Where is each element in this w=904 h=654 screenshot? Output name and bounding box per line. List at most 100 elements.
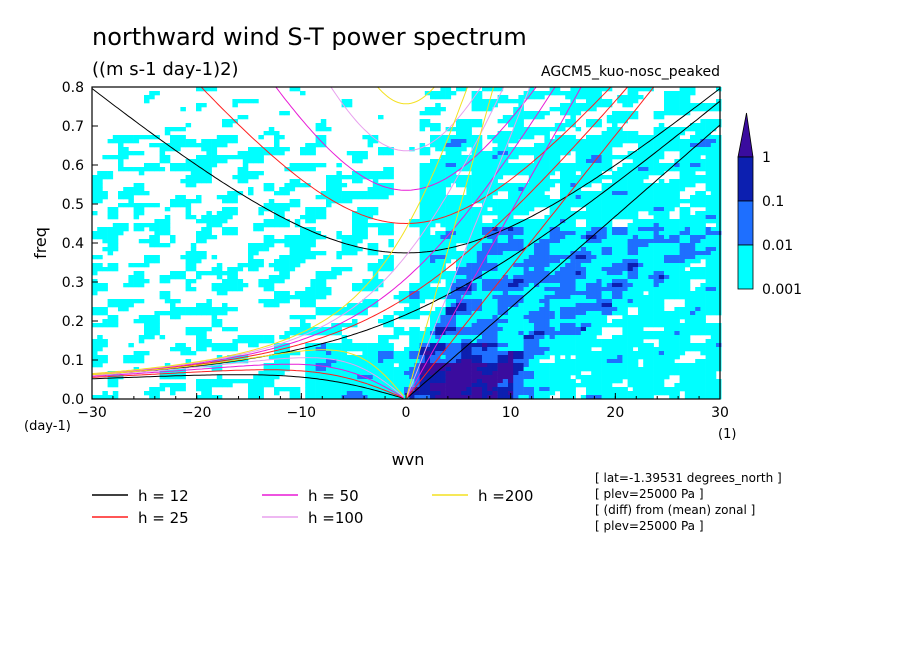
power-cell <box>409 315 415 320</box>
power-cell <box>664 207 670 212</box>
power-cell <box>336 355 342 360</box>
power-cell <box>180 163 186 168</box>
power-cell <box>554 287 561 292</box>
power-cell <box>653 235 660 240</box>
power-cell <box>554 219 561 224</box>
power-cell <box>617 363 623 368</box>
power-cell <box>242 159 249 164</box>
power-cell <box>232 307 238 312</box>
power-cell <box>435 139 441 144</box>
power-cell <box>591 295 597 300</box>
power-cell <box>315 215 322 220</box>
power-cell <box>523 327 530 332</box>
power-cell <box>632 199 639 204</box>
power-cell <box>528 315 535 320</box>
power-cell <box>648 203 654 208</box>
power-cell <box>554 211 561 216</box>
power-cell <box>669 235 675 240</box>
power-cell <box>310 343 316 348</box>
power-cell <box>544 343 550 348</box>
power-cell <box>201 147 207 152</box>
power-cell <box>482 299 488 304</box>
power-cell <box>627 239 634 244</box>
power-cell <box>617 355 623 360</box>
power-cell <box>248 243 254 248</box>
power-cell <box>138 319 145 324</box>
power-cell <box>617 139 623 144</box>
power-cell <box>419 199 426 204</box>
power-cell <box>658 199 665 204</box>
power-cell <box>274 355 280 360</box>
power-cell <box>664 311 670 316</box>
power-cell <box>497 143 504 148</box>
power-cell <box>591 279 597 284</box>
power-cell <box>575 283 582 288</box>
power-cell <box>440 187 446 192</box>
power-cell <box>700 271 706 276</box>
power-cell <box>471 295 478 300</box>
power-cell <box>305 351 311 356</box>
power-cell <box>362 359 368 364</box>
power-cell <box>502 171 509 176</box>
power-cell <box>461 319 467 324</box>
power-cell <box>232 207 238 212</box>
power-cell <box>575 279 582 284</box>
power-cell <box>476 295 483 300</box>
power-cell <box>107 207 114 212</box>
power-cell <box>638 155 644 160</box>
power-cell <box>523 219 530 224</box>
power-cell <box>700 107 706 112</box>
power-cell <box>445 151 452 156</box>
power-cell <box>518 171 524 176</box>
power-cell <box>710 231 717 236</box>
power-cell <box>320 343 327 348</box>
power-cell <box>658 243 665 248</box>
power-cell <box>185 167 192 172</box>
power-cell <box>674 227 680 232</box>
power-cell <box>612 171 618 176</box>
power-cell <box>674 91 680 96</box>
power-cell <box>544 287 550 292</box>
power-cell <box>268 207 275 212</box>
power-cell <box>383 371 389 376</box>
power-cell <box>664 315 670 320</box>
power-cell <box>632 167 639 172</box>
power-cell <box>627 95 634 100</box>
power-cell <box>419 295 426 300</box>
power-cell <box>383 175 389 180</box>
power-cell <box>632 367 639 372</box>
power-cell <box>565 263 571 268</box>
power-cell <box>658 215 665 220</box>
power-cell <box>523 91 530 96</box>
power-cell <box>487 199 493 204</box>
power-cell <box>107 227 114 232</box>
power-cell <box>190 247 197 252</box>
power-cell <box>695 315 701 320</box>
power-cell <box>357 287 363 292</box>
power-cell <box>476 235 483 240</box>
power-cell <box>476 347 483 352</box>
power-cell <box>591 227 597 232</box>
power-cell <box>690 303 696 308</box>
power-cell <box>284 207 290 212</box>
power-cell <box>92 263 98 268</box>
power-cell <box>190 263 197 268</box>
power-cell <box>570 115 576 120</box>
power-cell <box>544 255 550 260</box>
power-cell <box>440 167 446 172</box>
power-cell <box>258 171 264 176</box>
power-cell <box>102 239 108 244</box>
power-cell <box>445 367 452 372</box>
power-cell <box>513 367 519 372</box>
power-cell <box>482 223 488 228</box>
power-cell <box>300 167 306 172</box>
power-cell <box>695 139 701 144</box>
power-cell <box>476 339 483 344</box>
power-cell <box>284 363 290 368</box>
power-cell <box>170 347 176 352</box>
power-cell <box>362 363 368 368</box>
power-cell <box>502 275 509 280</box>
power-cell <box>502 243 509 248</box>
power-cell <box>575 355 582 360</box>
power-cell <box>185 251 192 256</box>
